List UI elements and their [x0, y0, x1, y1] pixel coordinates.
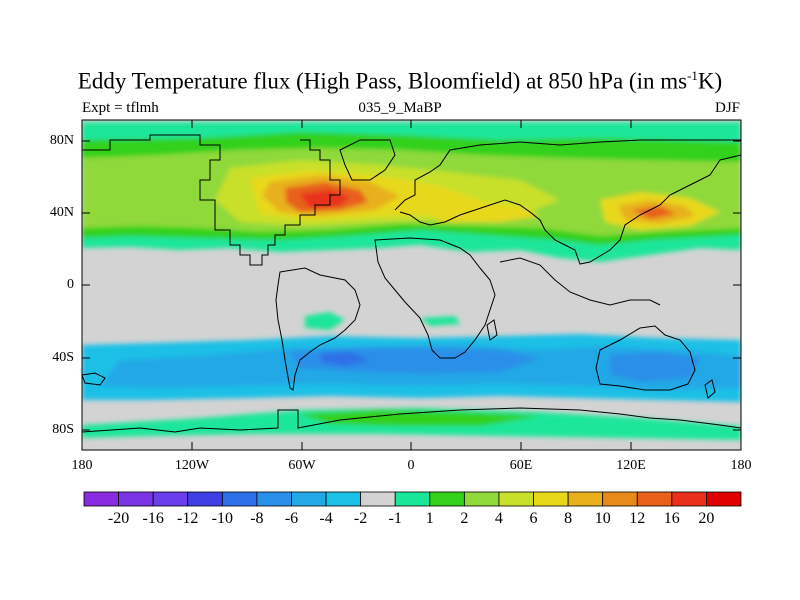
run-id-label: 035_9_MaBP: [358, 100, 442, 116]
asia-south-coast: [499, 257, 661, 306]
colorbar-box-13: [533, 491, 569, 507]
colorbar-label: 8: [564, 510, 573, 527]
colorbar-box-6: [291, 491, 327, 507]
x-label-60e: 60E: [509, 458, 533, 473]
colorbar-box-7: [325, 491, 362, 507]
colorbar-label: 2: [460, 510, 469, 527]
y-label-40n: 40N: [49, 205, 74, 220]
madagascar-coast: [486, 319, 498, 341]
colorbar-label: 1: [425, 510, 434, 527]
colorbar-label: -1: [388, 510, 402, 527]
coastlines: [82, 134, 741, 433]
africa-coast: [374, 237, 496, 359]
eurasia-coast: [394, 139, 741, 265]
colorbar-label: 16: [663, 510, 680, 527]
axis-ticks: [81, 120, 742, 450]
plot-title: Eddy Temperature flux (High Pass, Bloomf…: [77, 68, 723, 94]
pacific-flux-core-darkorange: [632, 206, 676, 219]
australia-coast: [595, 325, 696, 391]
colorbar-label: 20: [698, 510, 715, 527]
colorbar-label: -12: [177, 510, 199, 527]
colorbar-box-8: [360, 491, 396, 507]
colorbar-box-14: [567, 491, 604, 507]
x-label-60w: 60W: [288, 458, 316, 473]
colorbar-box-1: [118, 491, 154, 507]
colorbar-label: 10: [594, 510, 611, 527]
tropical-patch-africa: [420, 316, 460, 326]
new-zealand-coast: [704, 379, 716, 399]
x-label-120e: 120E: [616, 458, 646, 473]
colorbar-box-4: [221, 491, 258, 507]
colorbar-box-17: [671, 491, 707, 507]
north-america-coast: [82, 134, 341, 266]
season-label: DJF: [714, 100, 740, 116]
x-label-180e: 180: [730, 458, 752, 473]
colorbar-label: -16: [142, 510, 164, 527]
colorbar-box-2: [152, 491, 189, 507]
colorbar-label: -8: [250, 510, 264, 527]
colorbar-label: -20: [107, 510, 130, 527]
antarctic-flux-band-light: [300, 410, 540, 426]
colorbar-box-18: [706, 491, 742, 507]
sh-flux-core-pacific: [610, 352, 700, 382]
y-label-80s: 80S: [52, 422, 74, 437]
colorbar-box-9: [394, 491, 431, 507]
colorbar-box-0: [83, 491, 119, 507]
asia-flux-yellow: [420, 200, 540, 222]
y-label-0: 0: [67, 277, 74, 292]
colorbar-label: 4: [494, 510, 503, 527]
colorbar-box-10: [429, 491, 465, 507]
colorbar-label: -10: [211, 510, 233, 527]
x-label-0: 0: [407, 458, 415, 473]
colorbar-label: -6: [284, 510, 299, 527]
tropical-patch-atlantic: [305, 312, 345, 330]
south-america-coast: [275, 267, 361, 391]
x-label-120w: 120W: [174, 458, 210, 473]
colorbar-box-5: [256, 491, 292, 507]
colorbar-label: 12: [629, 510, 646, 527]
pacific-islands-coast: [82, 372, 106, 386]
y-label-80n: 80N: [49, 133, 74, 148]
colorbar-label: 6: [529, 510, 538, 527]
colorbar-label: -4: [319, 510, 333, 527]
greenland-coast: [339, 139, 396, 181]
colorbar-box-11: [463, 491, 500, 507]
colorbar-box-3: [187, 491, 223, 507]
colorbar-box-16: [636, 491, 673, 507]
y-label-40s: 40S: [52, 350, 74, 365]
colorbar-label: -2: [353, 510, 368, 527]
sh-flux-core-deep: [320, 352, 370, 366]
x-label-180w: 180: [71, 458, 93, 473]
colorbar-box-15: [602, 491, 638, 507]
colorbar: [83, 491, 742, 507]
experiment-label: Expt = tflmh: [82, 100, 159, 116]
flux-field: [82, 120, 741, 450]
colorbar-box-12: [498, 491, 534, 507]
antarctica-coast: [82, 407, 741, 433]
